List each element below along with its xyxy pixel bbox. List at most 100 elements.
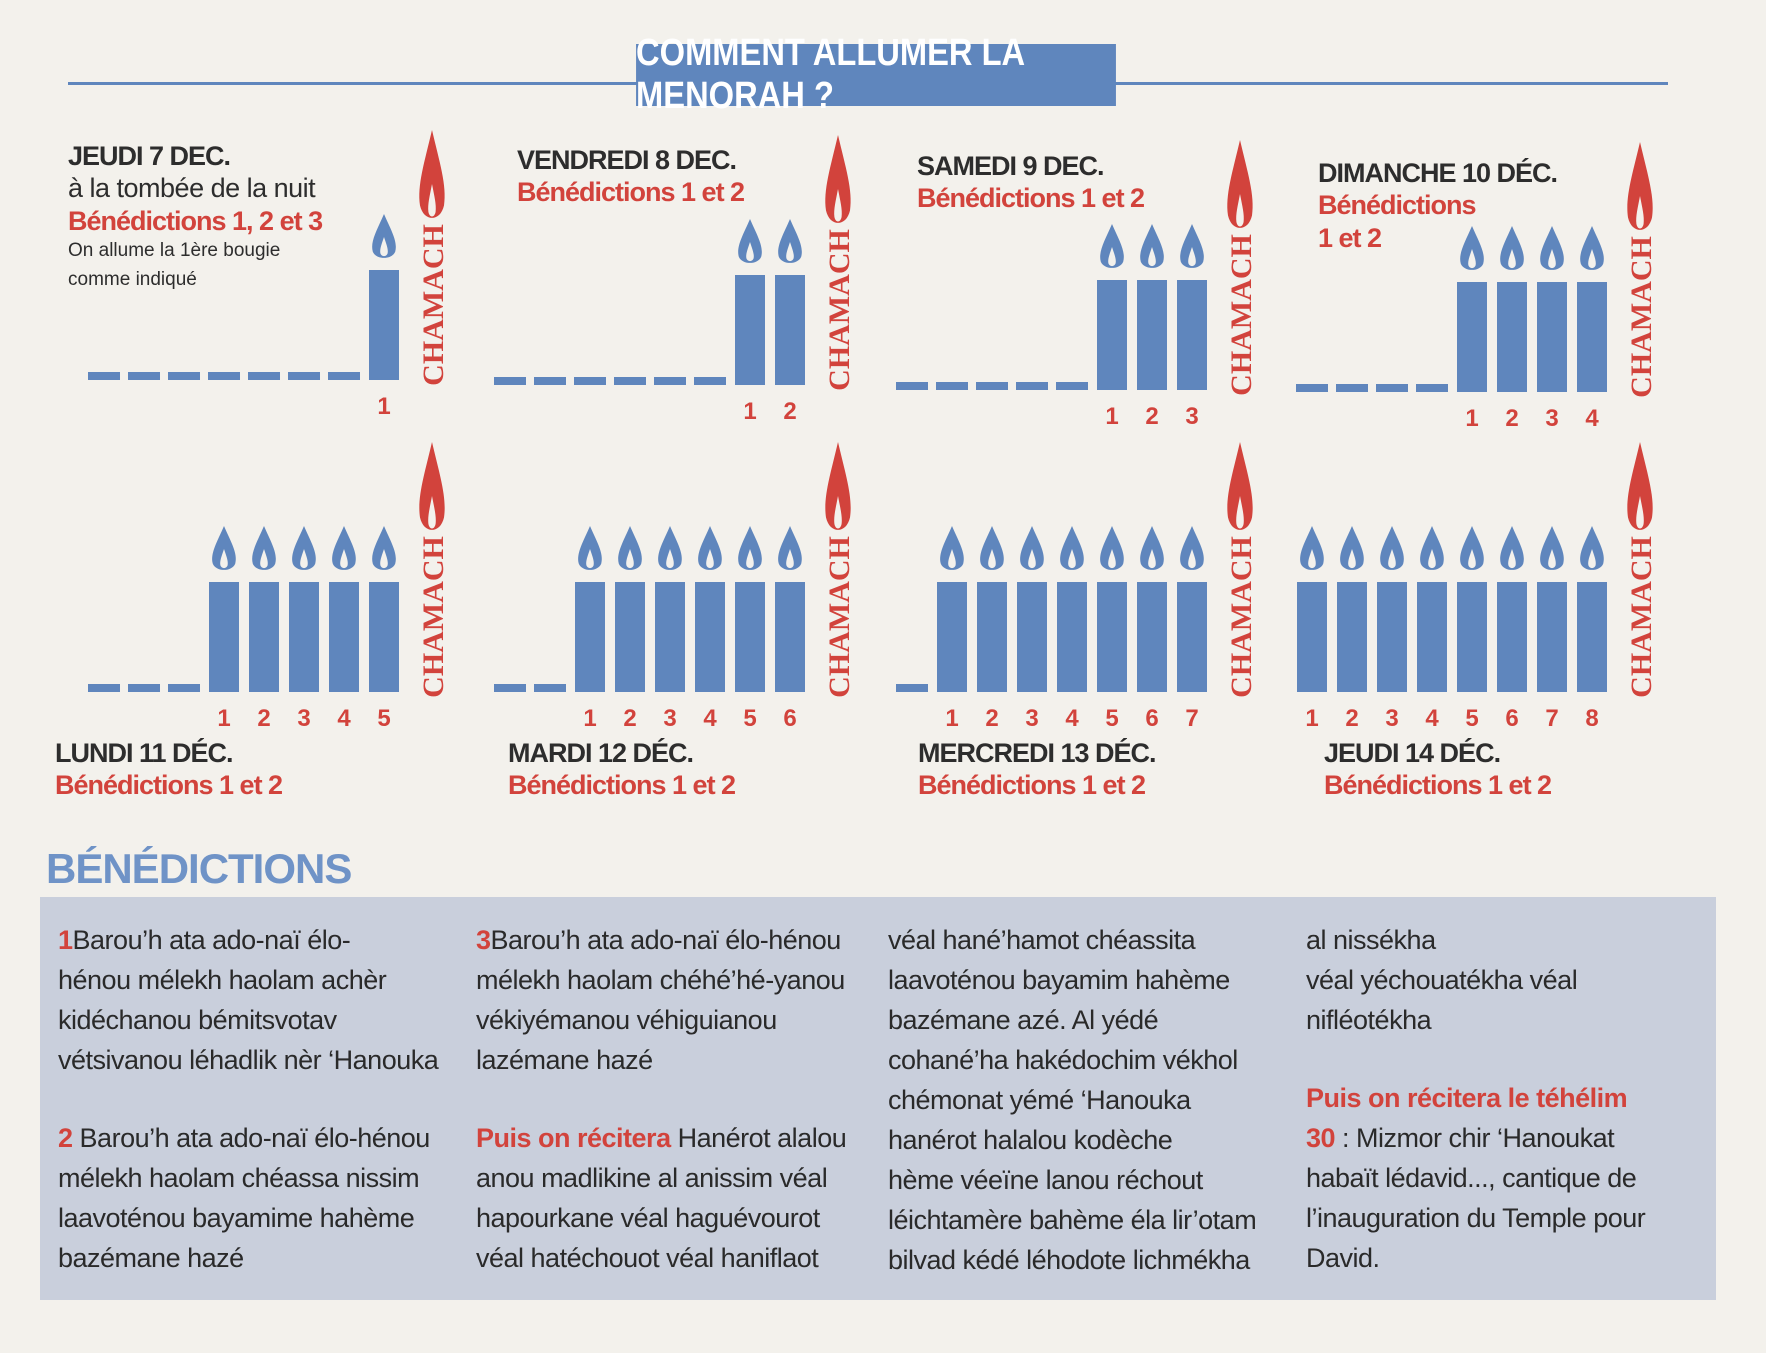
flame-icon bbox=[1180, 526, 1204, 570]
candle-number: 2 bbox=[1345, 705, 1358, 732]
hanerot-line: bazémane azé. Al yédé bbox=[888, 1005, 1159, 1035]
candle-unlit bbox=[694, 377, 726, 385]
page-title: COMMENT ALLUMER LA MENORAH ? bbox=[636, 32, 1116, 117]
day-4-date: DIMANCHE 10 DÉC. bbox=[1318, 158, 1558, 188]
candle-lit bbox=[1457, 282, 1487, 392]
day-3-blessings: Bénédictions 1 et 2 bbox=[917, 183, 1145, 214]
candle-unlit bbox=[1376, 384, 1408, 392]
shamash-flame-highlight bbox=[834, 496, 842, 529]
flame-highlight bbox=[1028, 549, 1036, 569]
hanerot-end: al nissékha véal yéchouatékha véal niflé… bbox=[1306, 920, 1706, 1040]
shamash-flame-icon bbox=[1627, 442, 1653, 530]
candle-lit bbox=[249, 582, 279, 692]
candle-lit bbox=[209, 582, 239, 692]
blessing-2-line: bazémane hazé bbox=[58, 1243, 244, 1273]
flame-highlight bbox=[260, 549, 268, 569]
candle-unlit bbox=[1296, 384, 1328, 392]
blessing-3-line: vékiyémanou véhiguianou bbox=[476, 1005, 777, 1035]
day-3-date: SAMEDI 9 DEC. bbox=[917, 151, 1105, 181]
flame-highlight bbox=[786, 242, 794, 262]
flame-highlight bbox=[1548, 549, 1556, 569]
psalm-number: 30 bbox=[1306, 1123, 1336, 1153]
blessing-1-line: Barou’h ata ado-naï élo- bbox=[72, 925, 351, 955]
hanerot-line: laavoténou bayamim hahème bbox=[888, 965, 1230, 995]
candle-number: 1 bbox=[217, 705, 230, 732]
day-3-text: SAMEDI 9 DEC. Bénédictions 1 et 2 bbox=[917, 150, 1145, 215]
candle-number: 5 bbox=[743, 705, 756, 732]
candle-number: 1 bbox=[583, 705, 596, 732]
candle-unlit bbox=[1336, 384, 1368, 392]
candle-unlit bbox=[654, 377, 686, 385]
flame-highlight bbox=[1508, 249, 1516, 269]
flame-highlight bbox=[746, 242, 754, 262]
flame-highlight bbox=[706, 549, 714, 569]
shamash-flame-highlight bbox=[428, 496, 436, 529]
shamash-label: CHAMACH bbox=[1625, 536, 1658, 698]
blessing-3-line: Barou’h ata ado-naï élo-hénou bbox=[490, 925, 842, 955]
menorah-day-3: 321 CHAMACH bbox=[896, 140, 1258, 430]
flame-highlight bbox=[1188, 549, 1196, 569]
hanerot-continued: véal hané’hamot chéassita laavoténou bay… bbox=[888, 920, 1288, 1280]
blessing-1-line: hénou mélekh haolam achèr bbox=[58, 965, 387, 995]
day-1-date: JEUDI 7 DEC. bbox=[68, 141, 231, 171]
candle-number: 7 bbox=[1185, 705, 1198, 732]
candle-lit bbox=[1537, 282, 1567, 392]
hanerot-line: nifléotékha bbox=[1306, 1005, 1432, 1035]
day-6-blessings: Bénédictions 1 et 2 bbox=[508, 770, 736, 801]
day-1-text: JEUDI 7 DEC. à la tombée de la nuit Béné… bbox=[68, 140, 323, 294]
candle-number: 4 bbox=[1425, 705, 1439, 732]
flame-highlight bbox=[1428, 549, 1436, 569]
benedictions-panel bbox=[40, 897, 1716, 1300]
candle-number: 4 bbox=[337, 705, 351, 732]
candle-lit bbox=[775, 275, 805, 385]
candle-lit bbox=[369, 270, 399, 380]
psalm-30: Puis on récitera le téhélim 30 : Mizmor … bbox=[1306, 1078, 1706, 1278]
candle-unlit bbox=[328, 372, 360, 380]
candle-number: 3 bbox=[1385, 705, 1398, 732]
hanerot-line: hème véeïne lanou réchout bbox=[888, 1165, 1203, 1195]
blessing-2-number: 2 bbox=[58, 1123, 73, 1153]
candle-number: 7 bbox=[1545, 705, 1558, 732]
candle-number: 1 bbox=[945, 705, 958, 732]
candle-lit bbox=[735, 582, 765, 692]
day-8-date: JEUDI 14 DÉC. bbox=[1324, 738, 1501, 768]
flame-icon bbox=[658, 526, 682, 570]
candle-unlit bbox=[88, 372, 120, 380]
candle-number: 3 bbox=[1025, 705, 1038, 732]
shamash-flame-icon bbox=[825, 442, 851, 530]
candle-lit bbox=[775, 582, 805, 692]
hanerot-line: Hanérot alalou bbox=[677, 1123, 847, 1153]
day-4-blessings-line1: Bénédictions bbox=[1318, 190, 1477, 221]
hanerot-line: al nissékha bbox=[1306, 925, 1436, 955]
candle-unlit bbox=[936, 382, 968, 390]
benedictions-col-4: al nissékha véal yéchouatékha véal niflé… bbox=[1306, 920, 1706, 1316]
shamash-label: CHAMACH bbox=[1225, 536, 1258, 698]
day-5-date: LUNDI 11 DÉC. bbox=[55, 738, 234, 768]
candle-lit bbox=[655, 582, 685, 692]
flame-highlight bbox=[380, 549, 388, 569]
candle-lit bbox=[329, 582, 359, 692]
candle-lit bbox=[1537, 582, 1567, 692]
candle-number: 2 bbox=[1505, 405, 1518, 432]
flame-icon bbox=[618, 526, 642, 570]
blessing-2-line: laavoténou bayamime hahème bbox=[58, 1203, 415, 1233]
blessing-2: 2 Barou’h ata ado-naï élo-hénou mélekh h… bbox=[58, 1118, 478, 1278]
hanerot-line: véal hatéchouot véal haniflaot bbox=[476, 1243, 819, 1273]
candle-unlit bbox=[1016, 382, 1048, 390]
candle-lit bbox=[1417, 582, 1447, 692]
day-7-blessings: Bénédictions 1 et 2 bbox=[918, 770, 1146, 801]
candle-number: 2 bbox=[1145, 403, 1158, 430]
flame-icon bbox=[1580, 526, 1604, 570]
blessing-1-line: kidéchanou bémitsvotav bbox=[58, 1005, 337, 1035]
shamash-flame-icon bbox=[1227, 140, 1253, 228]
candle-lit bbox=[289, 582, 319, 692]
flame-icon bbox=[1300, 526, 1324, 570]
candle-unlit bbox=[128, 372, 160, 380]
flame-highlight bbox=[786, 549, 794, 569]
flame-icon bbox=[1180, 224, 1204, 268]
flame-icon bbox=[1540, 226, 1564, 270]
shamash-label: CHAMACH bbox=[417, 224, 450, 386]
day-1-note-2: comme indiqué bbox=[68, 268, 197, 290]
menorah-day-1: 1 CHAMACH bbox=[88, 130, 450, 420]
candle-unlit bbox=[494, 377, 526, 385]
